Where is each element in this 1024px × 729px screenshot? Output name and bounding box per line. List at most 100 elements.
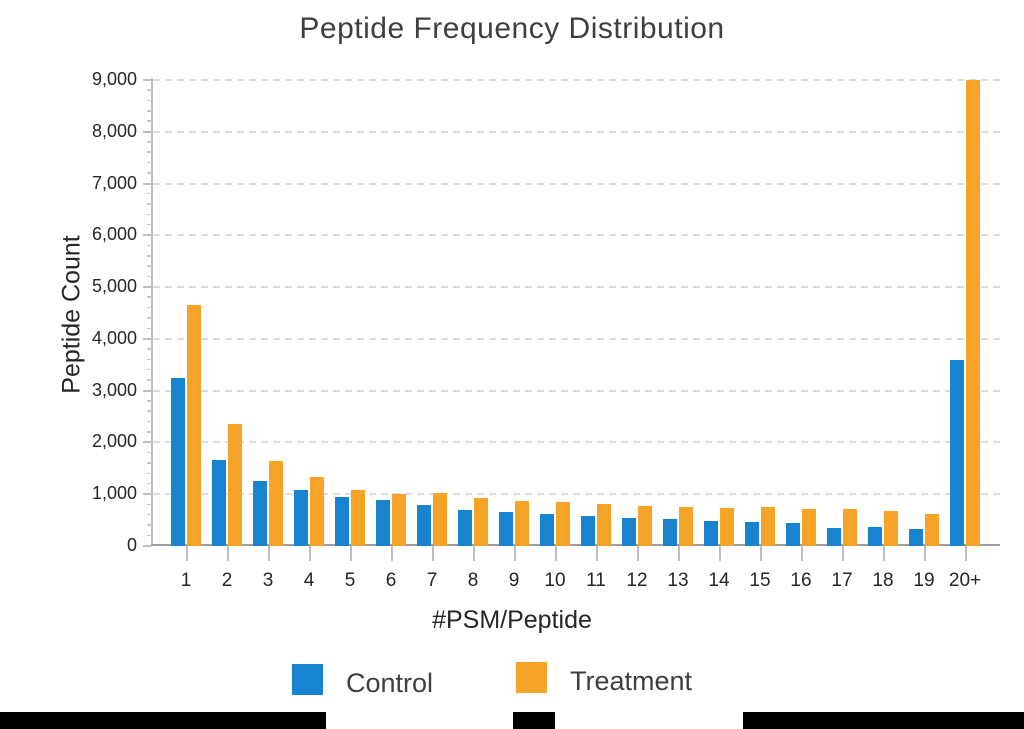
y-minor-tick [147,482,152,485]
y-minor-tick [147,89,152,91]
y-major-tick [143,182,152,185]
y-minor-tick [147,265,152,267]
y-major-tick [143,286,152,289]
bar-group-19 [909,513,939,546]
x-tick-label-16: 16 [790,570,812,591]
bar-group-7 [417,493,447,546]
bar-group-6 [376,494,406,546]
bar-treatment-9 [515,500,529,546]
bar-control-2 [212,459,226,546]
y-tick-label: 5,000 [91,276,137,297]
legend-label-treatment: Treatment [570,666,693,696]
bar-group-16 [786,508,816,546]
y-tick-label: 9,000 [91,69,137,89]
x-tick-19 [924,546,926,561]
y-major-tick [143,337,152,340]
bar-treatment-12 [638,505,652,546]
bar-treatment-1 [187,305,201,546]
gridline-1000 [153,493,1000,496]
bar-treatment-2 [228,424,242,546]
bar-control-17 [827,527,841,546]
y-minor-tick [147,120,152,122]
x-tick-label-13: 13 [667,570,689,591]
bar-control-19 [909,529,923,546]
bar-group-14 [704,508,734,546]
x-tick-16 [801,546,803,561]
y-minor-tick [147,255,152,257]
x-tick-label-17: 17 [831,570,853,591]
y-minor-tick [147,244,152,247]
bar-treatment-3 [269,461,283,546]
y-minor-tick [147,172,152,174]
y-minor-tick [147,400,152,402]
bar-control-14 [704,521,718,546]
y-minor-tick [147,513,152,516]
bar-group-1 [171,305,201,546]
bar-treatment-14 [720,508,734,546]
y-tick-label: 3,000 [91,379,137,400]
y-minor-tick [147,534,152,537]
x-tick-label-1: 1 [180,570,192,591]
y-minor-tick [147,451,152,454]
bar-control-18 [868,526,882,546]
x-tick-label-15: 15 [749,570,771,591]
x-tick-1 [186,546,188,561]
bar-treatment-6 [392,494,406,546]
y-minor-tick [147,379,152,381]
x-tick-label-7: 7 [426,570,438,591]
bar-treatment-15 [761,507,775,546]
y-minor-tick [147,472,152,474]
bar-control-12 [622,517,636,546]
y-major-tick [143,79,152,81]
y-axis-line [151,78,153,546]
x-tick-10 [555,546,557,561]
y-minor-tick [147,151,152,153]
bar-group-18 [868,510,898,546]
y-major-tick [143,441,152,444]
x-tick-label-14: 14 [708,570,730,591]
x-tick-14 [719,546,721,561]
y-major-tick [143,545,152,547]
x-tick-17 [842,546,844,561]
y-minor-tick [147,431,152,433]
x-tick-label-18: 18 [872,570,894,591]
y-tick-label: 0 [126,535,137,555]
bar-treatment-5 [351,490,365,546]
y-minor-tick [147,110,152,112]
bar-control-13 [663,519,677,546]
x-tick-15 [760,546,762,561]
bar-control-4 [294,489,308,546]
bar-treatment-11 [597,504,611,546]
bar-control-15 [745,522,759,546]
x-tick-label-6: 6 [385,570,397,591]
bar-group-17 [827,509,857,546]
gridline-9000 [153,79,1000,81]
x-tick-12 [637,546,639,561]
bar-group-4 [294,477,324,546]
bar-group-9 [499,500,529,546]
legend-swatch-control [292,664,323,695]
y-minor-tick [147,296,152,298]
y-minor-tick [147,503,152,506]
bar-group-10 [540,502,570,546]
gridline-5000 [153,286,1000,289]
x-tick-5 [350,546,352,561]
y-minor-tick [147,223,152,226]
y-minor-tick [147,99,152,102]
y-major-tick [143,389,152,392]
bar-group-13 [663,506,693,546]
legend-swatch-treatment [516,662,547,693]
bar-control-3 [253,481,267,546]
y-tick-label: 1,000 [91,483,137,504]
bar-treatment-7 [433,493,447,546]
x-tick-2 [227,546,229,561]
y-minor-tick [147,306,152,309]
bar-control-1 [171,377,185,546]
y-minor-tick [147,348,152,350]
bar-control-16 [786,523,800,546]
bar-treatment-19 [925,513,939,546]
bar-group-2 [212,424,242,546]
bar-group-11 [581,504,611,546]
bar-treatment-17 [843,509,857,546]
y-minor-tick [147,203,152,205]
